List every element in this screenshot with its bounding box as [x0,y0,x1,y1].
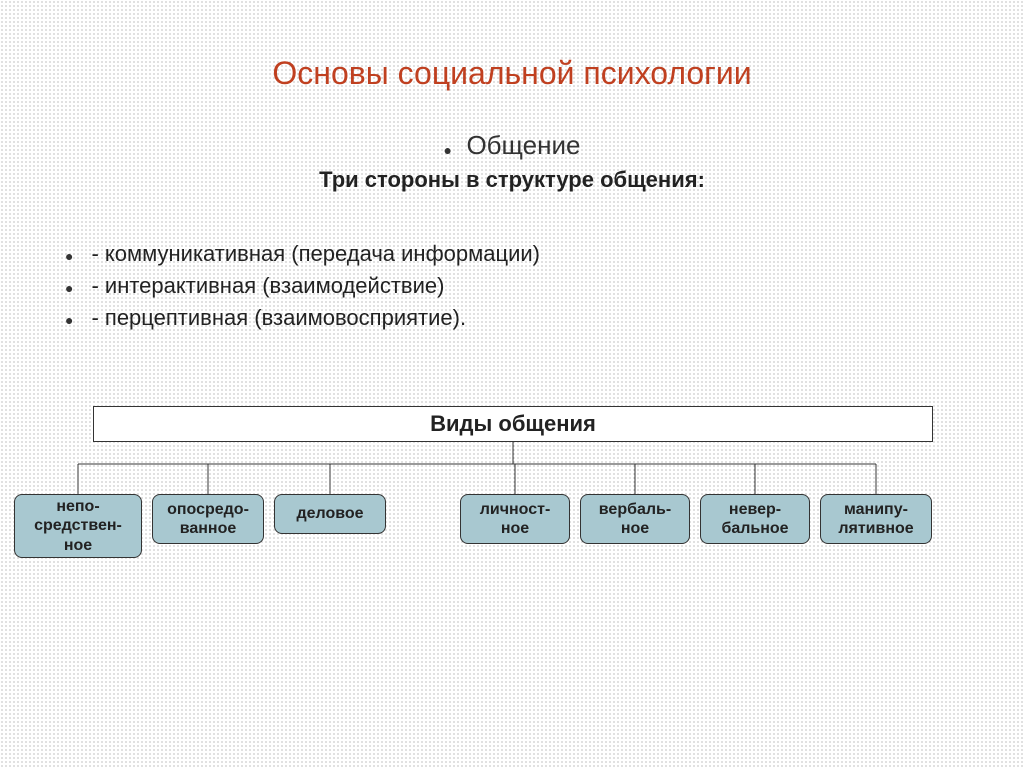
connector-lines [0,406,1024,606]
page-title: Основы социальной психологии [50,55,974,92]
bullet-icon: ● [65,312,73,328]
bullet-icon: ● [65,248,73,264]
slide-content: Основы социальной психологии ● Общение Т… [0,0,1024,606]
bullet-text: - перцептивная (взаимовосприятие). [91,305,466,331]
bullet-list: ● - коммуникативная (передача информации… [65,241,974,331]
subtitle: Общение [466,130,580,160]
tree-diagram: Виды общениянепо-средствен-ноеопосредо-в… [50,406,974,606]
bullet-text: - интерактивная (взаимодействие) [91,273,444,299]
bullet-text: - коммуникативная (передача информации) [91,241,540,267]
list-item: ● - интерактивная (взаимодействие) [65,273,974,299]
list-item: ● - коммуникативная (передача информации… [65,241,974,267]
subheading: Три стороны в структуре общения: [50,167,974,193]
bullet-icon: ● [444,142,452,158]
bullet-icon: ● [65,280,73,296]
list-item: ● - перцептивная (взаимовосприятие). [65,305,974,331]
subtitle-row: ● Общение [50,130,974,161]
